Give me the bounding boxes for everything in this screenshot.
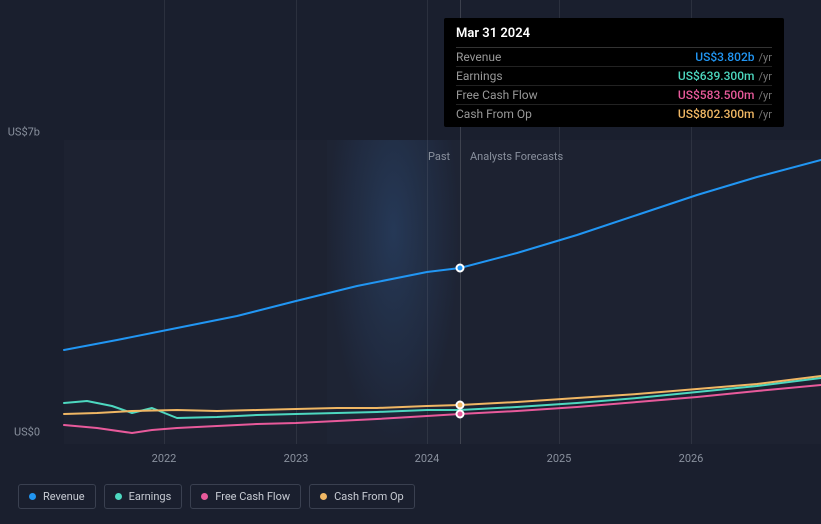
x-axis-label: 2025 xyxy=(547,452,572,465)
chart-legend: Revenue Earnings Free Cash Flow Cash From O… xyxy=(18,484,415,509)
y-axis-label: US$7b xyxy=(8,126,40,139)
tooltip-metric-value: US$802.300m xyxy=(678,107,755,121)
legend-color-dot xyxy=(29,493,36,500)
tooltip-metric-value: US$3.802b xyxy=(695,50,754,64)
tooltip-row: EarningsUS$639.300m/yr xyxy=(456,67,772,86)
tooltip-metric-value: US$639.300m xyxy=(678,69,755,83)
tooltip-date: Mar 31 2024 xyxy=(456,26,772,48)
fcf-marker xyxy=(456,410,465,419)
legend-color-dot xyxy=(320,493,327,500)
tooltip-metric-label: Free Cash Flow xyxy=(456,88,678,102)
legend-color-dot xyxy=(115,493,122,500)
tooltip-metric-label: Revenue xyxy=(456,50,695,64)
x-axis-label: 2026 xyxy=(679,452,704,465)
revenue-marker xyxy=(456,264,465,273)
tooltip-metric-unit: /yr xyxy=(759,89,772,102)
legend-color-dot xyxy=(201,493,208,500)
legend-label: Free Cash Flow xyxy=(215,490,290,503)
forecast-label: Analysts Forecasts xyxy=(470,150,563,163)
legend-item-earnings[interactable]: Earnings xyxy=(104,484,183,509)
chart-tooltip: Mar 31 2024 RevenueUS$3.802b/yrEarningsU… xyxy=(444,18,784,127)
tooltip-metric-unit: /yr xyxy=(759,70,772,83)
legend-item-free-cash-flow[interactable]: Free Cash Flow xyxy=(190,484,301,509)
tooltip-row: Cash From OpUS$802.300m/yr xyxy=(456,105,772,123)
tooltip-row: Free Cash FlowUS$583.500m/yr xyxy=(456,86,772,105)
y-axis-label: US$0 xyxy=(14,426,40,439)
legend-label: Earnings xyxy=(129,490,172,503)
x-axis-label: 2022 xyxy=(152,452,177,465)
legend-item-cash-from-op[interactable]: Cash From Op xyxy=(309,484,415,509)
legend-label: Revenue xyxy=(43,490,85,503)
legend-item-revenue[interactable]: Revenue xyxy=(18,484,96,509)
x-axis-label: 2023 xyxy=(284,452,309,465)
tooltip-metric-label: Cash From Op xyxy=(456,107,678,121)
past-label: Past xyxy=(428,150,450,163)
tooltip-row: RevenueUS$3.802b/yr xyxy=(456,48,772,67)
tooltip-metric-value: US$583.500m xyxy=(678,88,755,102)
x-axis-label: 2024 xyxy=(415,452,440,465)
legend-label: Cash From Op xyxy=(334,490,404,503)
cfo-marker xyxy=(456,401,465,410)
tooltip-metric-unit: /yr xyxy=(759,108,772,121)
tooltip-metric-label: Earnings xyxy=(456,69,678,83)
tooltip-metric-unit: /yr xyxy=(759,51,772,64)
